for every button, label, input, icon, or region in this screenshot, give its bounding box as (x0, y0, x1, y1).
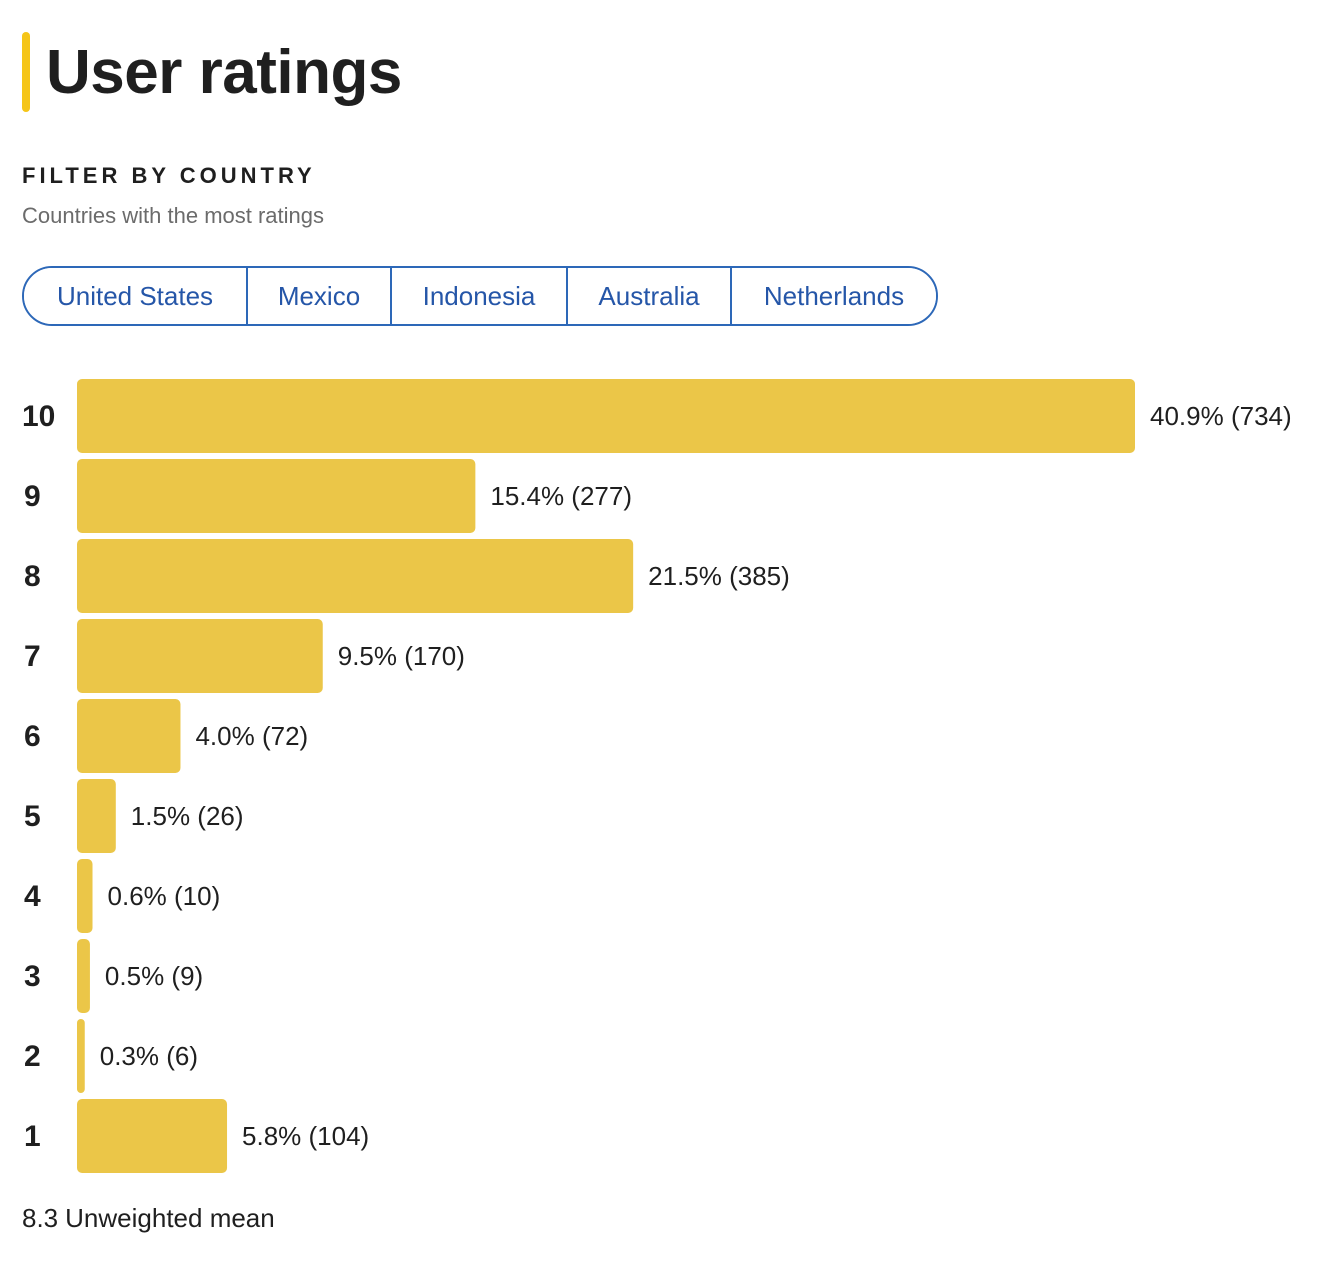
bar-rating-4[interactable] (77, 859, 93, 933)
bar-value-label-4: 0.6% (10) (108, 881, 221, 911)
bar-rating-6[interactable] (77, 699, 181, 773)
rating-label-7: 7 (24, 640, 41, 673)
bar-rating-10[interactable] (77, 379, 1135, 453)
bar-rating-7[interactable] (77, 619, 323, 693)
bar-rating-9[interactable] (77, 459, 476, 533)
mean-value: 8.3 (22, 1203, 59, 1233)
bar-value-label-6: 4.0% (72) (195, 721, 308, 751)
country-filter-group: United States Mexico Indonesia Australia… (22, 266, 938, 326)
country-button-mexico[interactable]: Mexico (248, 268, 392, 324)
filter-heading: FILTER BY COUNTRY (22, 163, 316, 188)
bar-rating-8[interactable] (77, 539, 634, 613)
country-button-australia[interactable]: Australia (568, 268, 732, 324)
rating-label-6: 6 (24, 720, 41, 753)
ratings-bar-chart: 10 40.9% (734) 9 15.4% (277) 8 21.5% (385) 7 9.… (22, 379, 1292, 1173)
page-header: User ratings (22, 32, 402, 112)
bar-rating-5[interactable] (77, 779, 116, 853)
page-title: User ratings (46, 37, 402, 107)
bar-value-label-9: 15.4% (277) (490, 481, 632, 511)
bar-value-label-1: 5.8% (104) (242, 1121, 369, 1151)
rating-label-8: 8 (24, 560, 41, 593)
bar-value-label-7: 9.5% (170) (338, 641, 465, 671)
rating-label-9: 9 (24, 480, 41, 513)
bar-value-label-8: 21.5% (385) (648, 561, 790, 591)
bar-value-label-3: 0.5% (9) (105, 961, 203, 991)
bar-value-label-5: 1.5% (26) (131, 801, 244, 831)
rating-label-4: 4 (24, 880, 41, 913)
rating-label-10: 10 (22, 400, 55, 433)
bar-rating-1[interactable] (77, 1099, 228, 1173)
bar-rating-3[interactable] (77, 939, 90, 1013)
country-button-netherlands[interactable]: Netherlands (732, 268, 936, 324)
mean-summary: 8.3 Unweighted mean (22, 1203, 275, 1234)
rating-label-1: 1 (24, 1120, 41, 1153)
country-button-united-states[interactable]: United States (24, 268, 248, 324)
country-button-indonesia[interactable]: Indonesia (392, 268, 568, 324)
rating-label-2: 2 (24, 1040, 41, 1073)
bar-value-label-2: 0.3% (6) (100, 1041, 198, 1071)
rating-label-5: 5 (24, 800, 41, 833)
bar-value-label-10: 40.9% (734) (1150, 401, 1292, 431)
bar-rating-2[interactable] (77, 1019, 85, 1093)
filter-subheading: Countries with the most ratings (22, 203, 325, 228)
title-accent-bar (22, 32, 30, 112)
mean-label: Unweighted mean (65, 1203, 275, 1233)
rating-label-3: 3 (24, 960, 41, 993)
